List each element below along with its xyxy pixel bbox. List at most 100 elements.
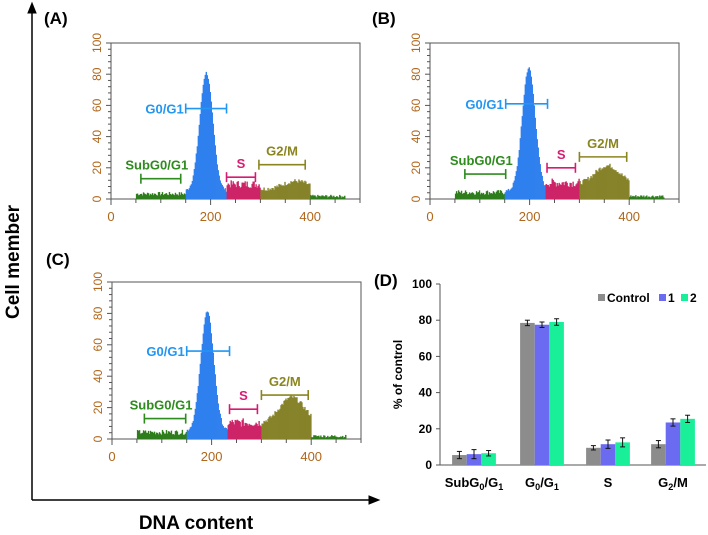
histogram-bin — [328, 437, 330, 439]
histogram-bin — [244, 181, 246, 199]
histogram-bin — [257, 185, 259, 199]
histogram-bin — [512, 182, 515, 199]
histogram-bin — [158, 192, 161, 199]
histogram-bin — [171, 434, 174, 439]
histogram-bin — [150, 194, 153, 199]
histogram-bin — [469, 193, 472, 199]
gate-label: SubG0/G1 — [125, 158, 188, 173]
histogram-bin — [192, 175, 195, 199]
histogram-bin — [326, 437, 328, 439]
histogram-bin — [321, 195, 323, 199]
histogram-bin — [607, 165, 609, 199]
histogram-bin — [579, 181, 581, 199]
histogram-bin — [474, 194, 477, 199]
histogram-bin — [334, 435, 336, 439]
histogram-bin — [297, 402, 299, 439]
histogram-bin — [186, 189, 189, 199]
histogram-bin — [612, 169, 614, 199]
histogram-bin — [644, 197, 646, 199]
histogram-bin — [335, 436, 337, 439]
histogram-bin — [630, 195, 632, 199]
histogram-bin — [270, 417, 272, 439]
histogram-bin — [227, 183, 229, 199]
histogram-bin — [305, 410, 307, 439]
histogram-bin — [583, 178, 585, 199]
histogram-bin — [231, 184, 233, 199]
bar — [680, 418, 695, 465]
histogram-bin — [273, 189, 275, 199]
histogram-bin — [563, 185, 565, 199]
histogram-bin — [615, 170, 617, 199]
histogram-bin — [518, 149, 521, 199]
histogram-bin — [141, 195, 144, 199]
histogram-bin — [561, 182, 563, 199]
histogram-bin — [136, 193, 139, 199]
histogram-bin — [568, 186, 570, 199]
histogram-bin — [597, 171, 599, 199]
histogram-bin — [302, 181, 304, 199]
histogram-bin — [164, 433, 167, 439]
histogram-bin — [179, 433, 182, 439]
gate-label: G2/M — [587, 136, 619, 151]
gate-label: SubG0/G1 — [130, 398, 193, 413]
histogram-bin — [511, 187, 514, 199]
histogram-bin — [238, 420, 240, 439]
histogram-bin — [262, 189, 264, 199]
histogram-bin — [135, 193, 138, 199]
histogram-bin — [633, 196, 635, 199]
histogram-bin — [262, 423, 264, 439]
histogram-bin — [259, 425, 261, 439]
histogram-bin — [324, 196, 326, 199]
gate-marker: G0/G1 — [145, 102, 228, 117]
bar — [651, 444, 666, 465]
panel-label: (A) — [44, 9, 68, 28]
histogram-bin — [241, 420, 243, 439]
histogram-bin — [205, 71, 208, 199]
y-tick-label: 20 — [91, 401, 105, 415]
histogram-bin — [505, 190, 508, 199]
histogram-bin — [608, 165, 610, 199]
histogram-bin — [504, 192, 507, 199]
histogram-bin — [325, 437, 327, 439]
histogram-bin — [294, 179, 296, 199]
histogram-bin — [593, 174, 595, 199]
histogram-bin — [648, 196, 650, 199]
histogram-bin — [251, 425, 253, 439]
histogram-bin — [308, 415, 310, 439]
histogram-bin — [218, 175, 220, 199]
histogram-bin — [259, 187, 261, 199]
histogram-bin — [227, 425, 229, 439]
histogram-bin — [306, 184, 308, 199]
histogram-bin — [322, 195, 324, 199]
histogram-bin — [519, 138, 522, 199]
histogram-bin — [455, 191, 458, 199]
histogram-bin — [173, 195, 176, 199]
histogram-bin — [197, 135, 200, 199]
x-tick-label: 0 — [107, 209, 114, 224]
histogram-bin — [263, 187, 265, 199]
gate-marker: S — [546, 147, 577, 173]
histogram-bin — [548, 186, 550, 199]
histogram-bin — [152, 195, 155, 199]
histogram-bin — [281, 403, 283, 439]
histogram-bin — [258, 420, 260, 439]
histogram-bin — [240, 186, 242, 199]
legend-label: 1 — [668, 291, 675, 305]
histogram-bin — [336, 196, 338, 199]
y-tick-label: 40 — [419, 386, 433, 400]
histogram-bin — [187, 189, 190, 199]
histogram-bin — [555, 186, 557, 199]
histogram-bin — [479, 194, 482, 199]
histogram-bin — [267, 187, 269, 199]
histogram-bin — [314, 195, 316, 199]
histogram-bin — [254, 424, 256, 439]
histogram-bin — [317, 194, 319, 199]
histogram-bin — [316, 197, 318, 199]
histogram-bin — [144, 194, 147, 199]
histogram-bin — [582, 180, 584, 199]
histogram-bin — [247, 425, 249, 439]
histogram-bin — [602, 168, 604, 199]
histogram-bin — [274, 411, 276, 439]
histogram-bin — [641, 195, 643, 199]
histogram-bin — [234, 184, 236, 199]
